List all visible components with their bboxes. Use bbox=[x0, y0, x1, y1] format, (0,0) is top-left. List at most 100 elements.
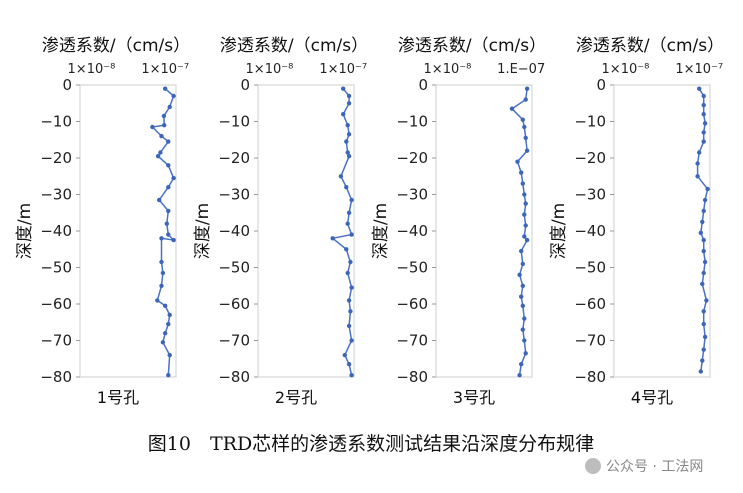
data-point bbox=[522, 338, 527, 343]
data-point bbox=[702, 334, 708, 340]
data-point bbox=[166, 373, 171, 378]
data-point bbox=[701, 347, 706, 352]
watermark-text: 公众号 · 工法网 bbox=[606, 459, 703, 475]
data-point bbox=[167, 312, 172, 318]
data-point bbox=[163, 303, 168, 308]
data-point bbox=[162, 123, 167, 128]
plot-area bbox=[613, 84, 711, 378]
y-tick-label: −40 bbox=[218, 222, 250, 240]
data-point bbox=[704, 298, 709, 303]
data-point bbox=[519, 362, 524, 367]
data-point bbox=[345, 150, 350, 155]
data-point bbox=[701, 102, 706, 108]
plot-area bbox=[257, 84, 355, 378]
data-point bbox=[349, 373, 354, 378]
data-point bbox=[701, 270, 706, 276]
y-tick-label: −50 bbox=[574, 259, 606, 277]
top-tick-label: 1×10⁻⁸ bbox=[246, 62, 294, 77]
data-point bbox=[348, 259, 353, 265]
data-point bbox=[330, 236, 335, 241]
data-point bbox=[522, 124, 527, 130]
panel-3: 渗透系数/（cm/s） 1×10⁻⁸ 1.E−07 0 −10 −20 −30 −40 −50 −… bbox=[371, 36, 546, 407]
panel-label: 1号孔 bbox=[97, 388, 139, 407]
y-tick-label: −50 bbox=[396, 259, 428, 277]
data-point bbox=[171, 175, 176, 181]
data-point bbox=[346, 154, 352, 159]
data-point bbox=[522, 316, 527, 321]
panel-label: 3号孔 bbox=[453, 388, 495, 407]
y-tick-label: −70 bbox=[396, 332, 428, 350]
data-point bbox=[346, 132, 352, 137]
data-point bbox=[160, 340, 166, 345]
top-axis-title: 渗透系数/（cm/s） bbox=[576, 36, 724, 56]
data-point bbox=[166, 185, 171, 190]
data-point bbox=[158, 150, 163, 155]
y-tick-label: 0 bbox=[62, 76, 72, 94]
data-point bbox=[695, 161, 700, 166]
y-tick-label: −50 bbox=[218, 259, 250, 277]
data-point bbox=[163, 331, 168, 336]
top-axis-title: 渗透系数/（cm/s） bbox=[220, 36, 368, 56]
data-point bbox=[520, 181, 525, 186]
data-point bbox=[702, 259, 708, 265]
data-point bbox=[166, 321, 171, 327]
data-point bbox=[345, 270, 350, 276]
data-point bbox=[160, 270, 166, 276]
data-point bbox=[346, 93, 352, 99]
top-tick-label: 1×10⁻⁷ bbox=[141, 62, 189, 77]
data-point bbox=[166, 232, 171, 237]
data-point bbox=[345, 221, 350, 226]
data-point bbox=[345, 123, 350, 128]
wechat-icon bbox=[585, 458, 601, 474]
data-point bbox=[700, 219, 705, 225]
series-line bbox=[150, 88, 176, 376]
chart-panels: 渗透系数/（cm/s） 1×10⁻⁸ 1×10⁻⁷ 0 −10 −20 −30 −40 −50 −… bbox=[15, 36, 724, 407]
data-point bbox=[166, 163, 171, 168]
data-point bbox=[519, 294, 524, 299]
data-point bbox=[701, 321, 706, 327]
top-tick-label: 1×10⁻⁸ bbox=[424, 62, 472, 77]
data-point bbox=[171, 93, 176, 99]
data-point bbox=[338, 174, 344, 179]
data-point bbox=[517, 272, 522, 277]
data-point bbox=[344, 185, 349, 190]
data-point bbox=[341, 86, 346, 91]
y-tick-label: −80 bbox=[40, 368, 72, 386]
data-point bbox=[509, 106, 515, 111]
y-tick-label: −40 bbox=[396, 222, 428, 240]
y-tick-label: −10 bbox=[574, 113, 606, 131]
data-point bbox=[166, 139, 171, 144]
data-point bbox=[695, 174, 700, 179]
series-line bbox=[330, 88, 353, 376]
data-point bbox=[157, 197, 162, 203]
y-tick-label: −60 bbox=[218, 295, 250, 313]
top-axis-title: 渗透系数/（cm/s） bbox=[398, 36, 546, 56]
data-point bbox=[159, 133, 164, 139]
data-point bbox=[346, 298, 352, 303]
data-point bbox=[701, 248, 706, 254]
data-point bbox=[523, 97, 528, 102]
panel-2: 渗透系数/（cm/s） 1×10⁻⁸ 1×10⁻⁷ 0 −10 −20 −30 −40 −50 −… bbox=[193, 36, 368, 407]
data-point bbox=[520, 327, 525, 332]
data-point bbox=[349, 232, 354, 237]
y-tick-label: −60 bbox=[574, 295, 606, 313]
data-point bbox=[155, 154, 161, 159]
data-point bbox=[517, 373, 522, 378]
data-point bbox=[705, 186, 710, 192]
data-point bbox=[522, 234, 527, 239]
plot-area bbox=[435, 84, 533, 378]
y-tick-label: −20 bbox=[396, 149, 428, 167]
data-point bbox=[697, 150, 702, 155]
data-point bbox=[523, 351, 528, 356]
y-tick-label: 0 bbox=[418, 76, 428, 94]
data-point bbox=[349, 338, 354, 343]
data-point bbox=[701, 139, 706, 144]
top-tick-label: 1×10⁻⁸ bbox=[68, 62, 116, 77]
data-point bbox=[164, 221, 169, 226]
data-point bbox=[523, 135, 528, 141]
data-point bbox=[701, 309, 706, 314]
data-point bbox=[522, 212, 527, 217]
y-tick-label: −20 bbox=[574, 149, 606, 167]
data-point bbox=[697, 86, 702, 91]
data-point bbox=[520, 261, 525, 267]
